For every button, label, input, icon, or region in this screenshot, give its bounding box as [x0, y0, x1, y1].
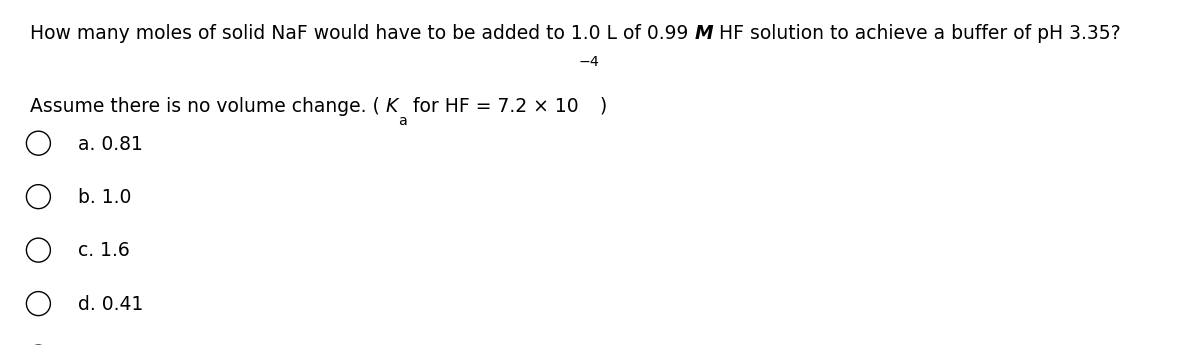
Text: M: M	[695, 24, 713, 43]
Text: c. 1.6: c. 1.6	[78, 241, 130, 260]
Text: −4: −4	[578, 55, 599, 69]
Text: HF solution to achieve a buffer of pH 3.35?: HF solution to achieve a buffer of pH 3.…	[713, 24, 1121, 43]
Text: How many moles of solid NaF would have to be added to 1.0 L of 0.99: How many moles of solid NaF would have t…	[30, 24, 695, 43]
Text: ): )	[599, 97, 607, 116]
Text: a. 0.81: a. 0.81	[78, 135, 143, 154]
Text: Assume there is no volume change. (: Assume there is no volume change. (	[30, 97, 386, 116]
Text: b. 1.0: b. 1.0	[78, 188, 131, 207]
Text: a: a	[398, 114, 407, 128]
Text: d. 0.41: d. 0.41	[78, 295, 143, 314]
Text: K: K	[386, 97, 398, 116]
Text: for HF = 7.2 × 10: for HF = 7.2 × 10	[407, 97, 578, 116]
